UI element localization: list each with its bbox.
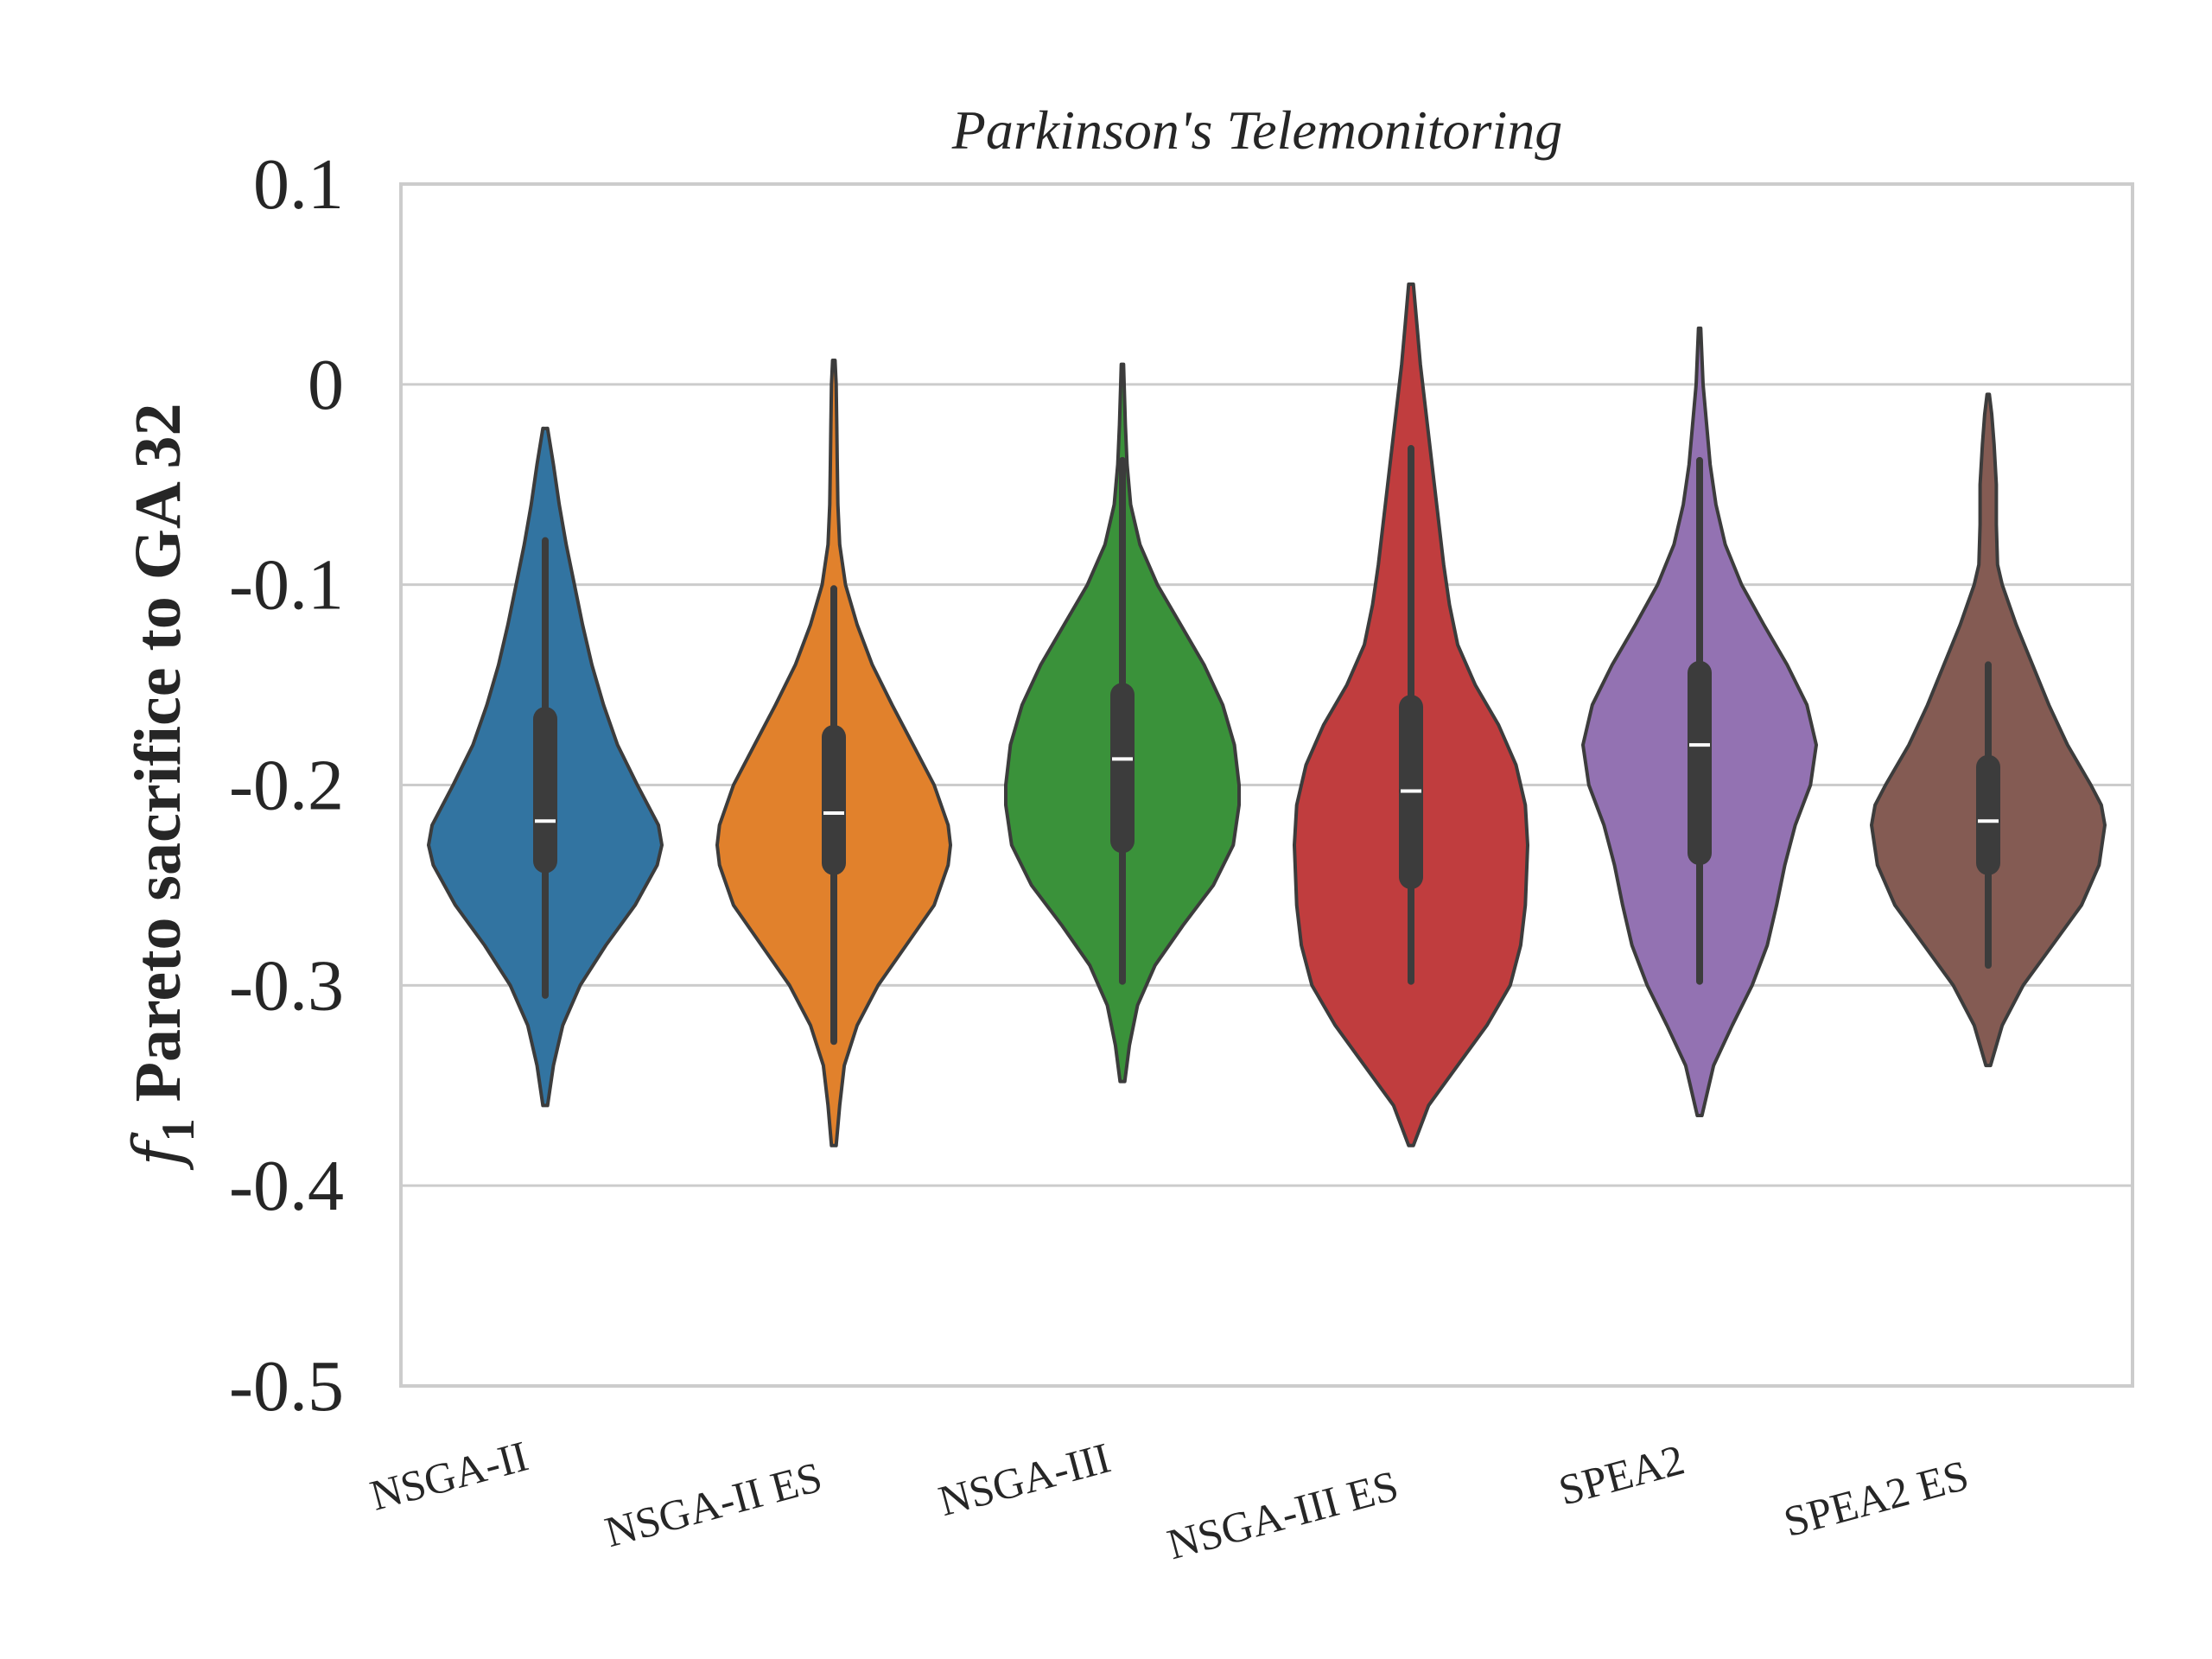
x-tick-label: SPEA2 — [1554, 1435, 1689, 1515]
y-tick-label: -0.1 — [229, 545, 344, 626]
y-axis-label: f1 Pareto sacrifice to GA 32 — [118, 403, 204, 1170]
y-axis-label-subscript: 1 — [152, 1118, 204, 1141]
violins — [427, 282, 2107, 1147]
gridlines — [401, 383, 2133, 1187]
iqr-box — [533, 707, 557, 874]
y-axis-label-text: Pareto sacrifice to GA 32 — [122, 403, 194, 1118]
y-tick-label: 0.1 — [253, 144, 344, 225]
x-tick-label: NSGA-II ES — [600, 1452, 827, 1557]
x-axis-ticks: NSGA-II NSGA-II ES NSGA-III NSGA-III ES SPEA… — [365, 1432, 1974, 1569]
y-tick-label: -0.5 — [229, 1346, 344, 1427]
x-tick-label: SPEA2 ES — [1779, 1451, 1974, 1547]
x-tick-label: NSGA-III — [934, 1433, 1116, 1526]
iqr-box — [822, 724, 846, 875]
y-tick-label: 0 — [308, 345, 344, 425]
x-tick-label: NSGA-II — [365, 1432, 533, 1520]
x-tick-label: NSGA-III ES — [1162, 1461, 1403, 1569]
y-axis-ticks: 0.1 0 -0.1 -0.2 -0.3 -0.4 -0.5 — [229, 144, 344, 1427]
plot-frame — [399, 182, 2134, 1388]
iqr-box — [1976, 754, 2000, 875]
y-tick-label: -0.3 — [229, 945, 344, 1026]
y-tick-label: -0.4 — [229, 1146, 344, 1226]
chart-title: Parkinson's Telemonitoring — [951, 99, 1562, 161]
iqr-box — [1688, 660, 1712, 866]
iqr-box — [1110, 683, 1135, 854]
y-tick-label: -0.2 — [229, 746, 344, 826]
